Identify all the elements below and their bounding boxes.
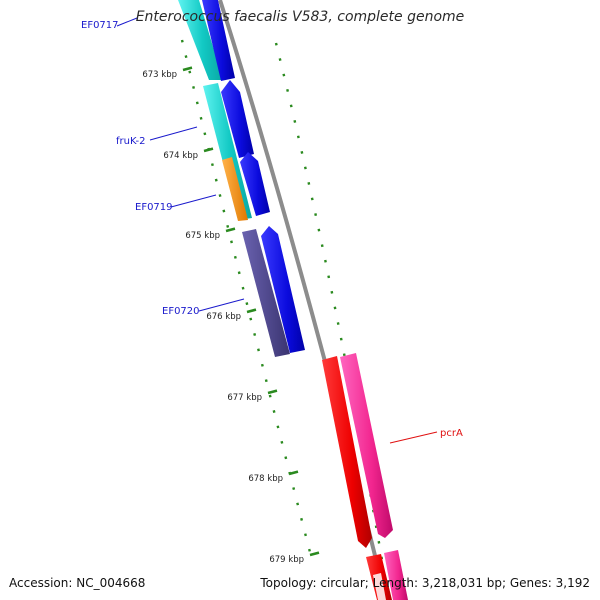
gene-ef0719[interactable] xyxy=(222,157,248,221)
inner-scale-dots xyxy=(180,39,314,561)
tick-label: 679 kbp xyxy=(269,555,304,565)
tick-label: 673 kbp xyxy=(142,70,177,80)
label-fruk-2[interactable]: fruK-2 xyxy=(116,136,145,147)
tick-label: 674 kbp xyxy=(163,151,198,161)
tick-mark xyxy=(225,227,236,233)
map-title: Enterococcus faecalis V583, complete gen… xyxy=(135,9,465,25)
topology-text: Topology: circular; Length: 3,218,031 bp… xyxy=(260,576,590,590)
label-ef0720[interactable]: EF0720 xyxy=(162,306,200,317)
tick-mark xyxy=(203,147,214,153)
gene-blue-1[interactable] xyxy=(202,0,235,81)
tick-label: 676 kbp xyxy=(206,312,241,322)
tick-mark xyxy=(288,470,299,476)
tick-mark xyxy=(182,66,193,72)
leader-ef0717 xyxy=(116,17,138,27)
leader-pcra xyxy=(389,431,438,444)
tick-label: 675 kbp xyxy=(185,231,220,241)
gene-pink-2[interactable] xyxy=(384,550,408,600)
tick-mark xyxy=(267,389,278,395)
gene-pink-1[interactable] xyxy=(340,353,393,538)
label-ef0719[interactable]: EF0719 xyxy=(135,202,173,213)
gene-ef0720[interactable] xyxy=(242,229,290,357)
gene-white-3 xyxy=(373,573,386,600)
leader-ef0720 xyxy=(198,298,245,312)
gene-labels: EF0717 fruK-2 EF0719 EF0720 pcrA xyxy=(81,17,463,444)
tick-mark xyxy=(246,308,257,314)
label-ef0717[interactable]: EF0717 xyxy=(81,20,119,31)
leader-fruk-2 xyxy=(149,126,198,141)
gene-pcra[interactable] xyxy=(322,356,372,548)
kbp-ticks: 673 kbp 674 kbp 675 kbp 676 kbp 677 kbp 678 k… xyxy=(142,66,320,565)
label-pcra[interactable]: pcrA xyxy=(440,428,463,439)
gene-fruk-2[interactable] xyxy=(203,83,252,220)
gene-blue-2[interactable] xyxy=(221,80,254,158)
gene-blue-4[interactable] xyxy=(261,226,305,353)
tick-label: 677 kbp xyxy=(227,393,262,403)
tick-mark xyxy=(309,551,320,557)
accession-text: Accession: NC_004668 xyxy=(9,576,146,590)
leader-ef0719 xyxy=(170,194,217,208)
gene-ef0717[interactable] xyxy=(178,0,223,80)
tick-label: 678 kbp xyxy=(248,474,283,484)
gene-blue-3[interactable] xyxy=(240,152,270,216)
